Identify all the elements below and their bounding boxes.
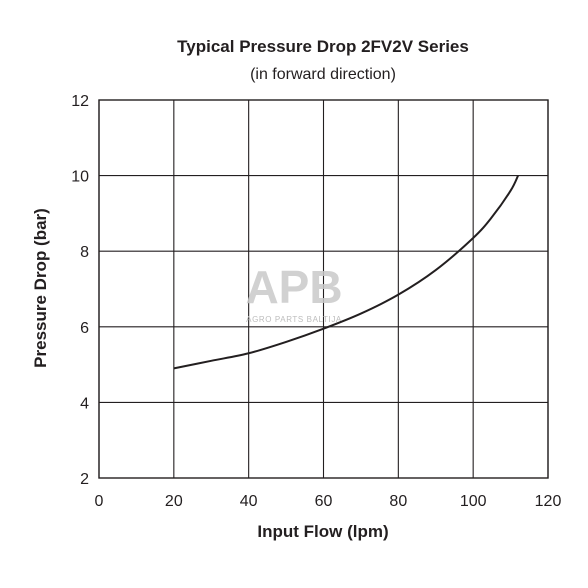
x-axis-label: Input Flow (lpm) <box>257 522 388 541</box>
x-tick-label: 120 <box>535 493 562 510</box>
y-tick-label: 10 <box>71 169 89 186</box>
x-tick-label: 40 <box>240 493 258 510</box>
y-tick-label: 4 <box>80 395 89 412</box>
y-tick-label: 8 <box>80 244 89 261</box>
x-tick-label: 80 <box>389 493 407 510</box>
y-tick-label: 12 <box>71 93 89 110</box>
watermark: APB AGRO PARTS BALTIJA <box>245 261 342 324</box>
watermark-tagline: AGRO PARTS BALTIJA <box>246 315 342 324</box>
x-tick-label: 0 <box>95 493 104 510</box>
y-axis-label: Pressure Drop (bar) <box>31 208 50 368</box>
pressure-drop-curve <box>173 175 519 370</box>
y-tick-label: 6 <box>80 320 89 337</box>
y-tick-label: 2 <box>80 471 89 488</box>
tick-labels: 0 20 40 60 80 100 120 2 4 6 8 10 12 <box>71 93 561 510</box>
plot-frame <box>98 99 549 479</box>
x-tick-label: 20 <box>165 493 183 510</box>
chart-subtitle: (in forward direction) <box>250 66 396 83</box>
x-tick-label: 60 <box>315 493 333 510</box>
grid <box>98 99 549 479</box>
x-tick-label: 100 <box>460 493 487 510</box>
chart-title: Typical Pressure Drop 2FV2V Series <box>177 37 469 56</box>
watermark-logo: APB <box>245 261 342 313</box>
series-layer <box>173 175 519 370</box>
